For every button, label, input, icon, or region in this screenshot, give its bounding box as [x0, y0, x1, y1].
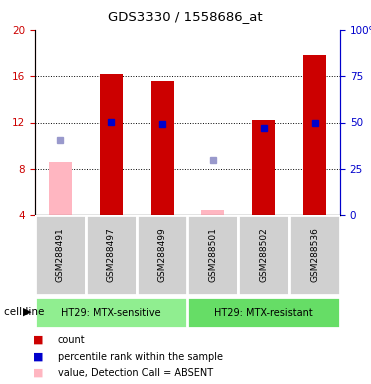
Bar: [35, 215, 86, 295]
Bar: [303, 55, 326, 215]
Text: percentile rank within the sample: percentile rank within the sample: [58, 351, 223, 361]
Bar: [289, 215, 340, 295]
Text: GSM288536: GSM288536: [310, 228, 319, 283]
Text: HT29: MTX-resistant: HT29: MTX-resistant: [214, 308, 313, 318]
Text: GDS3330 / 1558686_at: GDS3330 / 1558686_at: [108, 10, 263, 23]
Text: value, Detection Call = ABSENT: value, Detection Call = ABSENT: [58, 368, 213, 378]
Text: ■: ■: [33, 351, 44, 361]
Bar: [137, 215, 187, 295]
Text: GSM288499: GSM288499: [158, 228, 167, 282]
Text: ▶: ▶: [23, 307, 31, 317]
Bar: [49, 162, 72, 215]
Text: cell line: cell line: [4, 307, 44, 317]
Text: GSM288502: GSM288502: [259, 228, 268, 282]
Bar: [86, 215, 137, 295]
Text: ■: ■: [33, 368, 44, 378]
Bar: [187, 297, 340, 328]
Text: count: count: [58, 335, 85, 345]
Bar: [100, 74, 123, 215]
Text: GSM288491: GSM288491: [56, 228, 65, 282]
Bar: [252, 120, 275, 215]
Bar: [187, 215, 238, 295]
Bar: [151, 81, 174, 215]
Bar: [35, 297, 187, 328]
Text: ■: ■: [33, 335, 44, 345]
Text: HT29: MTX-sensitive: HT29: MTX-sensitive: [62, 308, 161, 318]
Bar: [238, 215, 289, 295]
Bar: [201, 210, 224, 215]
Text: GSM288497: GSM288497: [107, 228, 116, 282]
Text: GSM288501: GSM288501: [209, 228, 217, 283]
